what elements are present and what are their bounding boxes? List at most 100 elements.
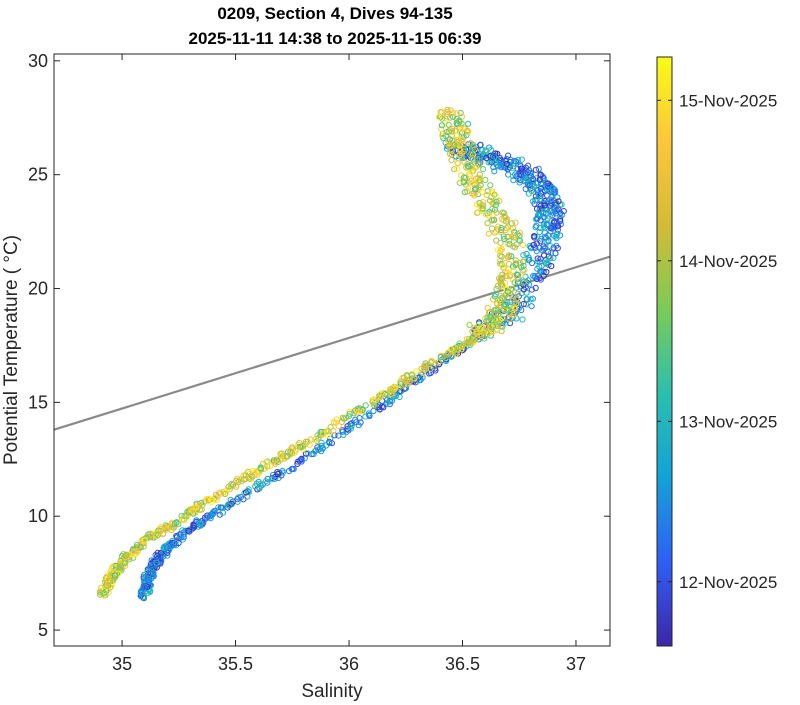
data-point — [464, 127, 471, 135]
data-point — [535, 165, 542, 172]
data-point — [478, 332, 485, 340]
data-point — [464, 145, 471, 152]
data-point — [207, 515, 214, 522]
data-point — [413, 368, 420, 375]
data-point — [448, 346, 455, 353]
data-point — [466, 179, 473, 186]
data-point — [280, 454, 287, 461]
data-point — [189, 508, 196, 515]
data-point — [272, 456, 279, 463]
data-point — [498, 322, 505, 329]
data-point — [376, 392, 383, 399]
data-point — [534, 272, 541, 279]
data-point — [461, 159, 468, 166]
data-point — [446, 136, 453, 143]
data-point — [445, 121, 452, 128]
data-point — [457, 109, 464, 117]
plot-frame — [53, 53, 611, 647]
data-point — [534, 233, 541, 240]
data-point — [212, 494, 219, 501]
data-point — [547, 225, 555, 232]
data-point — [541, 202, 549, 209]
data-point — [274, 470, 281, 478]
data-point — [491, 168, 498, 175]
data-point — [506, 320, 514, 327]
y-tick-label: 20 — [28, 279, 48, 299]
data-point — [469, 179, 476, 186]
data-point — [292, 445, 299, 452]
data-point — [542, 245, 549, 252]
data-point — [483, 155, 490, 162]
data-point — [330, 419, 337, 426]
data-point — [560, 208, 567, 215]
data-point — [489, 188, 496, 195]
data-point — [529, 198, 537, 205]
data-point — [466, 172, 473, 179]
data-point — [444, 113, 451, 120]
y-tick-label: 5 — [38, 620, 48, 640]
data-point — [509, 285, 516, 292]
data-point — [516, 179, 523, 186]
data-point — [396, 393, 403, 401]
data-point — [208, 498, 215, 505]
data-point — [154, 555, 161, 562]
data-point — [456, 118, 463, 125]
data-point — [422, 363, 429, 370]
data-point — [262, 478, 269, 485]
data-point — [226, 502, 233, 509]
data-point — [558, 201, 565, 208]
data-point — [525, 257, 532, 264]
data-point — [543, 179, 550, 186]
data-point — [117, 564, 124, 571]
data-point — [456, 152, 463, 159]
data-point — [299, 443, 306, 450]
data-point — [551, 217, 558, 225]
data-point — [158, 549, 165, 556]
data-point — [554, 245, 561, 252]
data-point — [143, 533, 150, 540]
data-point — [503, 307, 510, 314]
data-point — [511, 233, 518, 240]
data-point — [498, 162, 505, 169]
data-point — [439, 115, 446, 122]
data-point — [553, 235, 560, 242]
data-point — [101, 587, 108, 595]
data-point — [509, 173, 517, 180]
data-point — [318, 431, 325, 438]
data-point — [376, 406, 383, 413]
data-point — [375, 395, 383, 402]
data-point — [130, 548, 138, 555]
data-point — [237, 476, 244, 483]
data-point — [474, 160, 481, 167]
data-point — [259, 481, 266, 488]
data-point — [225, 501, 232, 508]
data-point — [548, 191, 555, 198]
data-point — [470, 144, 477, 151]
data-point — [108, 571, 115, 578]
data-point — [472, 189, 479, 196]
data-point — [533, 175, 540, 182]
colorbar-tick-label: 15-Nov-2025 — [679, 91, 777, 110]
data-point — [544, 192, 551, 199]
data-point — [513, 284, 520, 291]
data-point — [472, 185, 479, 192]
data-point — [520, 252, 527, 259]
data-point — [548, 263, 555, 270]
data-point — [485, 230, 492, 237]
data-point — [415, 374, 422, 381]
data-point — [456, 125, 463, 132]
data-point — [153, 559, 160, 566]
data-point — [146, 588, 154, 596]
data-point — [498, 246, 505, 253]
data-point — [444, 110, 451, 118]
data-point — [545, 238, 552, 245]
data-point — [503, 299, 511, 306]
data-point — [168, 524, 176, 531]
data-point — [324, 428, 331, 435]
data-point — [512, 219, 519, 226]
data-point — [510, 267, 517, 275]
data-point — [511, 279, 518, 286]
data-point — [523, 250, 530, 258]
data-point — [137, 590, 144, 597]
